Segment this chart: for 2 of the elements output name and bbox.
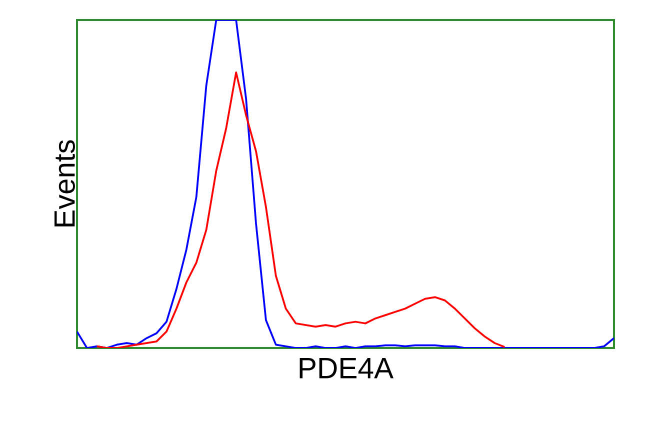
y-axis-title: Events — [54, 140, 75, 226]
x-axis-title: PDE4A — [300, 358, 394, 378]
